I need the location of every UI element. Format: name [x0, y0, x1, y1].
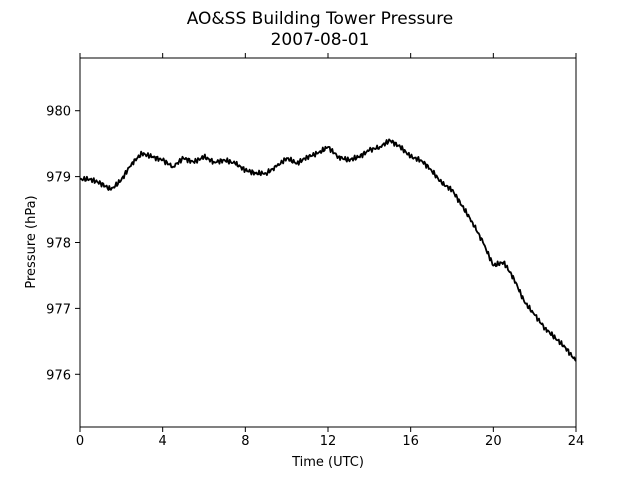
x-tick-label: 8 [241, 434, 249, 449]
x-tick-label: 20 [485, 434, 502, 449]
chart-title: AO&SS Building Tower Pressure [187, 9, 454, 29]
x-tick-label: 4 [159, 434, 167, 449]
x-axis-ticks: 0 4 8 12 16 20 24 [76, 53, 584, 449]
y-tick-label: 980 [46, 105, 71, 120]
x-axis-label: Time (UTC) [291, 455, 364, 470]
x-tick-label: 0 [76, 434, 84, 449]
x-tick-label: 24 [568, 434, 585, 449]
pressure-series-line [80, 139, 576, 361]
y-tick-label: 979 [46, 171, 71, 186]
y-tick-label: 976 [46, 368, 71, 383]
chart-subtitle: 2007-08-01 [271, 30, 370, 50]
plot-frame [80, 58, 576, 427]
y-axis-label: Pressure (hPa) [24, 195, 39, 288]
y-axis-ticks: 976 977 978 979 980 [46, 105, 80, 384]
y-tick-label: 977 [46, 302, 71, 317]
y-tick-label: 978 [46, 237, 71, 252]
x-tick-label: 12 [320, 434, 337, 449]
x-tick-label: 16 [402, 434, 419, 449]
